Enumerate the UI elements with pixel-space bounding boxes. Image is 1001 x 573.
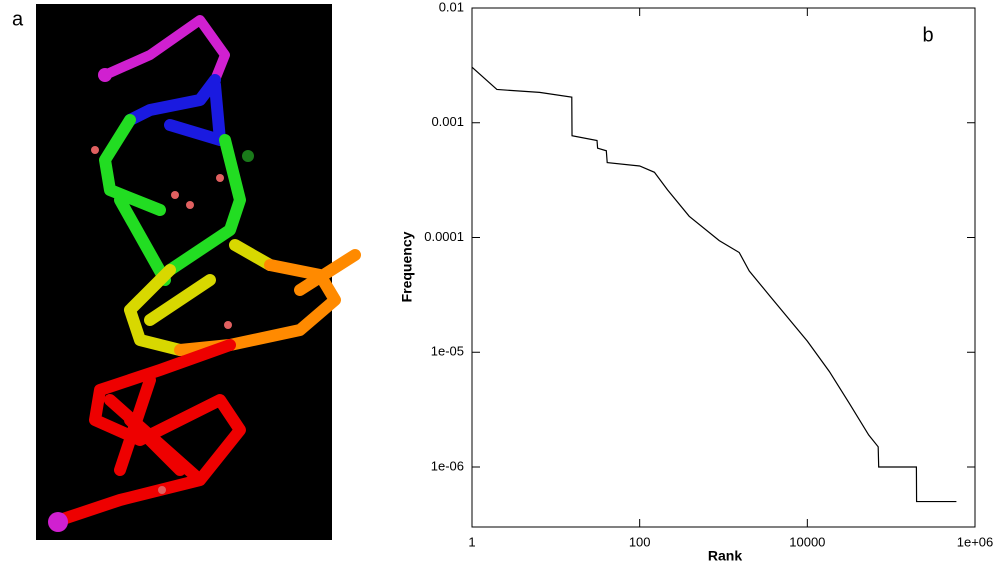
y-tick-label: 1e-06 xyxy=(431,458,464,473)
y-tick-label: 0.0001 xyxy=(424,229,464,244)
x-tick-label: 1 xyxy=(468,534,475,549)
panel-label: a xyxy=(12,8,24,30)
plot-frame xyxy=(471,7,976,528)
x-axis-label: Rank xyxy=(708,548,742,564)
data-line xyxy=(471,66,957,503)
molecule-image xyxy=(36,4,361,540)
y-tick-label: 1e-05 xyxy=(431,344,464,359)
x-tick-label: 1e+06 xyxy=(957,534,994,549)
y-tick-label: 0.001 xyxy=(431,114,464,129)
x-tick-label: 10000 xyxy=(789,534,825,549)
panel-label: b xyxy=(922,24,933,46)
y-tick-label: 0.01 xyxy=(439,0,464,14)
x-tick-label: 100 xyxy=(629,534,651,549)
y-axis-label: Frequency xyxy=(399,231,415,302)
